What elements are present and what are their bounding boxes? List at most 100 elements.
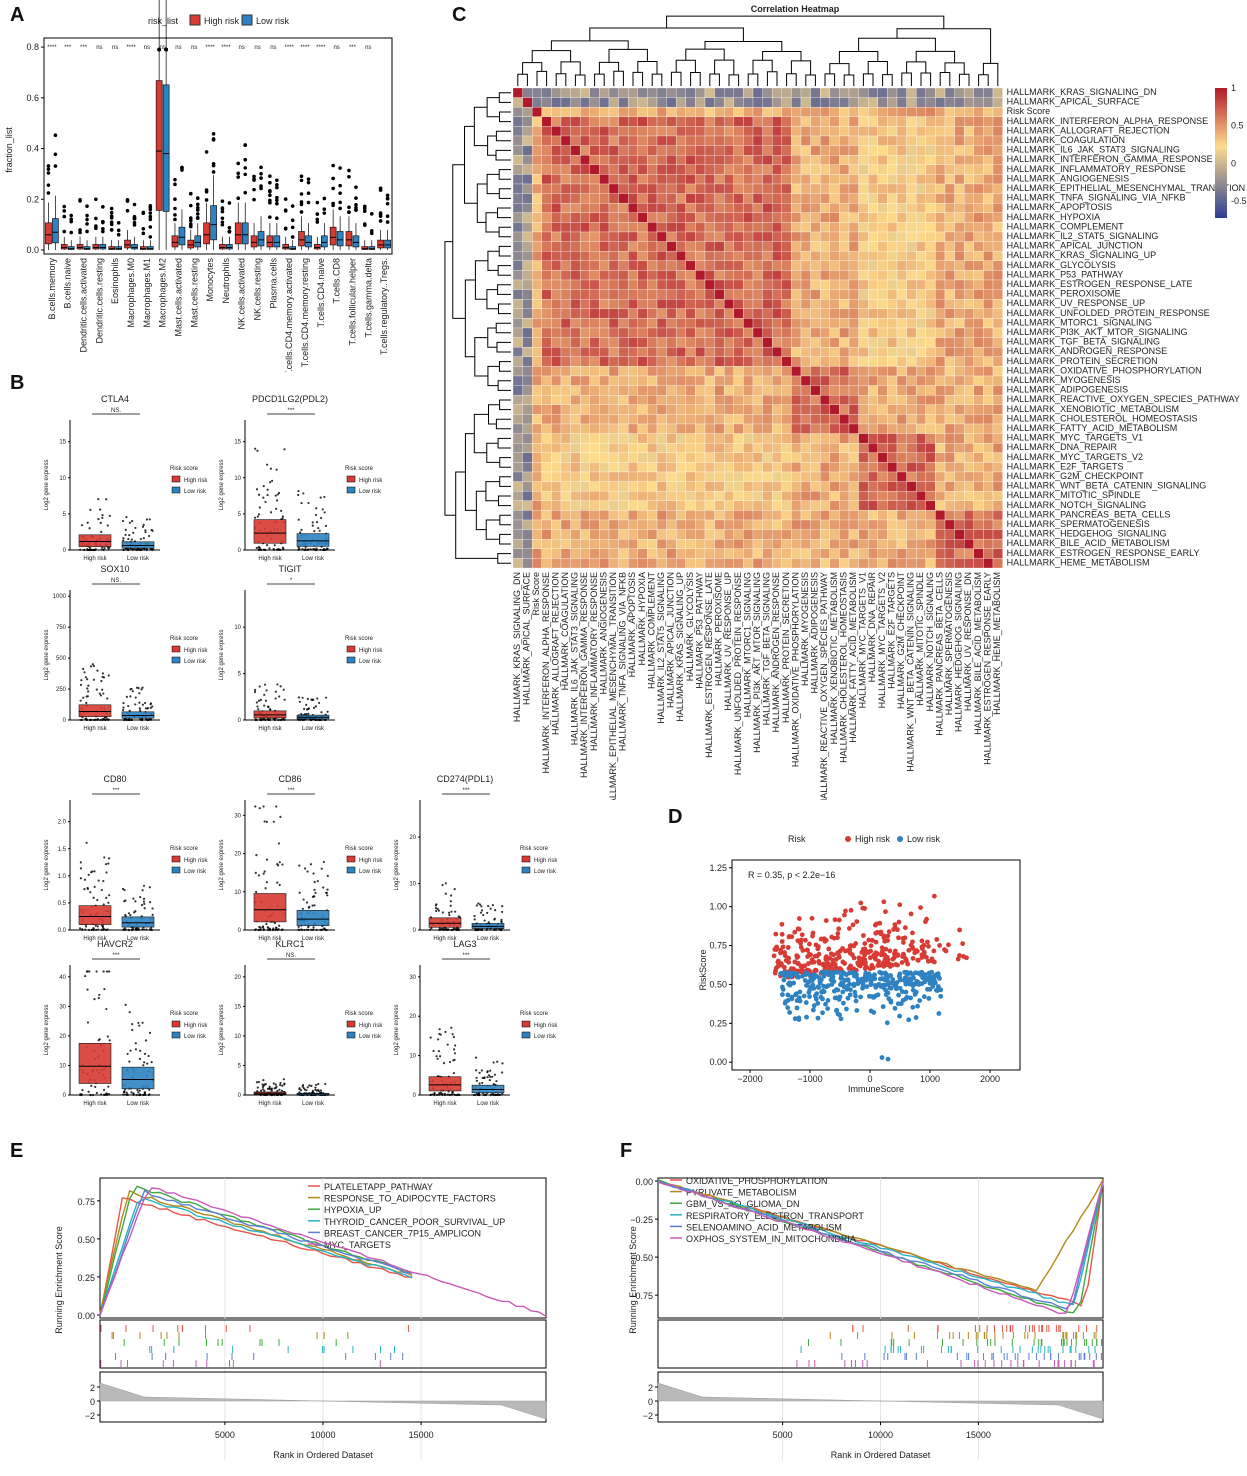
heatmap-cell [685,414,696,425]
heatmap-cell [954,375,965,386]
heatmap-cell [560,222,571,233]
heatmap-cell [858,308,869,319]
point-high [84,974,87,978]
point-low [143,928,146,931]
heatmap-cell [877,471,888,482]
heatmap-cell [647,203,658,213]
heatmap-cell [762,414,773,425]
outlier-high [78,230,82,235]
heatmap-cell [599,481,610,492]
heatmap-cell [599,491,610,501]
heatmap-cell [570,260,581,271]
heatmap-cell [733,414,744,425]
heatmap-cell [676,452,686,463]
heatmap-cell [656,395,667,405]
outlier-high [109,206,114,211]
heatmap-cell [944,270,955,281]
heatmap-cell [666,251,677,261]
point-high [100,679,103,683]
outlier-low [132,216,137,221]
heatmap-cell [887,356,898,367]
heatmap-cell [733,375,744,386]
col-label: HALLMARK_PEROXISOME [714,572,724,686]
heatmap-cell [733,443,744,453]
outlier-high [268,188,272,193]
legend-low-swatch [521,1031,531,1039]
col-label: HALLMARK_ESTROGEN_RESPONSE_EARLY [982,572,992,765]
heatmap-cell [820,174,830,185]
heatmap-cell [647,183,658,194]
outlier-low [227,201,232,205]
point-high [435,909,438,913]
heatmap-cell [560,481,571,492]
heatmap-cell [637,404,648,415]
heatmap-cell [724,510,734,521]
heatmap-cell [944,155,955,165]
heatmap-cell [647,539,658,549]
heatmap-cell [685,270,696,281]
point-high [441,1092,444,1096]
heatmap-cell [637,270,648,281]
heatmap-cell [944,500,955,511]
heatmap-cell [714,337,725,348]
heatmap-cell [656,279,667,290]
heatmap-cell [791,337,802,348]
heatmap-cell [935,462,946,473]
heatmap-cell [724,299,734,309]
correlation-annotation: R = 0.35, p < 2.2e−16 [748,870,835,880]
heatmap-cell [618,145,629,156]
point-high [283,718,286,721]
heatmap-cell [791,241,802,252]
heatmap-cell [580,97,590,108]
heatmap-cell [580,327,590,338]
dendrogram-branch [485,519,500,540]
heatmap-cell [724,222,734,233]
panel-label-b: B [10,372,25,394]
heatmap-cell [983,356,994,367]
point-low [132,531,135,534]
heatmap-cell [877,231,888,242]
heatmap-cell [762,395,773,405]
heatmap-cell [551,212,562,223]
heatmap-cell [829,337,840,348]
heatmap-cell [541,241,552,252]
heatmap-cell [541,279,552,290]
heatmap-cell [666,260,677,271]
heatmap-cell [992,337,1003,348]
heatmap-cell [954,443,965,453]
dendrogram-branch [906,61,927,74]
heatmap-cell [685,385,696,396]
heatmap-cell [896,231,907,242]
heatmap-cell [935,433,946,444]
heatmap-cell [896,164,907,175]
heatmap-cell [580,135,590,146]
heatmap-cell [560,433,571,444]
heatmap-cell [618,500,629,511]
heatmap-cell [810,385,821,396]
heatmap-cell [589,97,600,108]
heatmap-cell [676,539,686,549]
y-axis-label: fraction_list [4,127,14,173]
heatmap-cell [666,203,677,213]
point-high [258,506,261,509]
x-tick-label: High risk [258,1101,282,1107]
point-low [144,707,148,710]
heatmap-cell [704,155,715,165]
heatmap-cell [685,491,696,501]
heatmap-cell [781,97,792,108]
heatmap-cell [820,260,830,271]
heatmap-cell [522,270,533,281]
heatmap-cell [522,433,533,444]
heatmap-cell [896,87,907,98]
heatmap-cell [532,97,542,108]
heatmap-cell [666,212,677,223]
x-tick-label: Low risk [127,936,150,942]
heatmap-cell [992,231,1003,242]
heatmap-cell [676,193,686,204]
heatmap-cell [896,404,907,415]
heatmap-cell [656,510,667,521]
heatmap-cell [743,135,754,146]
heatmap-cell [570,462,581,473]
point-high [266,928,270,932]
point-high [259,928,263,931]
